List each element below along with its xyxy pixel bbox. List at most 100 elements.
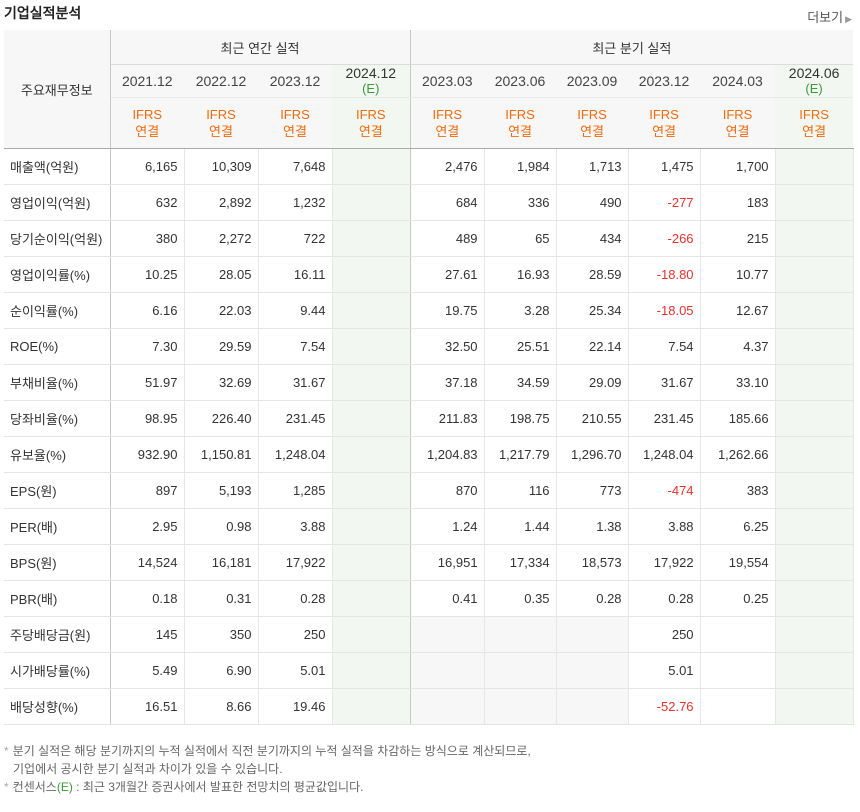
ifrs-basis-header: IFRS 연결	[258, 97, 332, 149]
consolidated-label: 연결	[435, 124, 460, 139]
value-cell	[775, 472, 854, 509]
value-cell	[410, 652, 485, 689]
value-cell: 116	[484, 472, 557, 509]
value-cell	[332, 148, 411, 185]
footnote-2: * 컨센서스(E) : 최근 3개월간 증권사에서 발표한 전망치의 평균값입니다…	[4, 780, 364, 794]
period-header: 2023.06	[484, 64, 557, 98]
value-cell	[775, 688, 854, 725]
value-cell: 185.66	[700, 400, 776, 437]
value-cell: 10.25	[110, 256, 185, 293]
value-cell: 17,922	[258, 544, 333, 581]
ifrs-label: IFRS	[355, 107, 386, 122]
value-cell: 684	[410, 184, 485, 221]
value-cell: 183	[700, 184, 776, 221]
table-row: PER(배) 2.95 0.98 3.88 1.24 1.44 1.38 3.88 6.25	[4, 508, 854, 545]
value-cell	[700, 652, 776, 689]
period-date: 2024.12	[345, 65, 397, 81]
financial-summary-table: 주요재무정보 최근 연간 실적 최근 분기 실적 2021.12 2022.12 2…	[4, 30, 854, 725]
value-cell: 10.77	[700, 256, 776, 293]
value-cell: 6.16	[110, 292, 185, 329]
value-cell	[775, 436, 854, 473]
value-cell: 434	[556, 220, 629, 257]
value-cell: 7.54	[258, 328, 333, 365]
value-cell: 51.97	[110, 364, 185, 401]
value-cell	[332, 256, 411, 293]
value-cell: 19.46	[258, 688, 333, 725]
value-cell: -474	[628, 472, 701, 509]
value-cell: 0.98	[184, 508, 259, 545]
value-cell: 231.45	[258, 400, 333, 437]
value-cell: 383	[700, 472, 776, 509]
value-cell: 380	[110, 220, 185, 257]
value-cell: 1,248.04	[628, 436, 701, 473]
row-label: 당좌비율(%)	[4, 400, 111, 437]
value-cell: 5.01	[628, 652, 701, 689]
row-label: 시가배당률(%)	[4, 652, 111, 689]
value-cell: 1,150.81	[184, 436, 259, 473]
row-label: 매출액(억원)	[4, 148, 111, 185]
row-label: 부채비율(%)	[4, 364, 111, 401]
row-label: EPS(원)	[4, 472, 111, 509]
row-label: PBR(배)	[4, 580, 111, 617]
table-row: 주당배당금(원) 145 350 250 250	[4, 616, 854, 653]
value-cell: 250	[628, 616, 701, 653]
value-cell: 198.75	[484, 400, 557, 437]
value-cell	[775, 616, 854, 653]
value-cell	[332, 220, 411, 257]
value-cell: 2,272	[184, 220, 259, 257]
value-cell	[332, 400, 411, 437]
row-label: 영업이익(억원)	[4, 184, 111, 221]
period-header: 2023.12	[628, 64, 701, 98]
footnote-1-cont: 기업에서 공시한 분기 실적과 차이가 있을 수 있습니다.	[13, 762, 283, 776]
consolidated-label: 연결	[652, 124, 676, 139]
value-cell	[332, 616, 411, 653]
value-cell	[332, 292, 411, 329]
value-cell: -18.05	[628, 292, 701, 329]
footnotes: * 분기 실적은 해당 분기까지의 누적 실적에서 직전 분기까지의 누적 실적을…	[4, 742, 531, 796]
value-cell: 6.90	[184, 652, 259, 689]
period-header: 2024.06 (E)	[775, 64, 854, 98]
value-cell	[775, 328, 854, 365]
table-row: 매출액(억원) 6,165 10,309 7,648 2,476 1,984 1,713 1,…	[4, 148, 854, 185]
chevron-right-icon: ▶	[845, 14, 852, 24]
value-cell: 632	[110, 184, 185, 221]
value-cell: 25.34	[556, 292, 629, 329]
row-label: BPS(원)	[4, 544, 111, 581]
value-cell: 0.28	[628, 580, 701, 617]
label-column-header: 주요재무정보	[4, 30, 111, 149]
ifrs-basis-header: IFRS 연결	[556, 97, 629, 149]
value-cell: 7.30	[110, 328, 185, 365]
value-cell: 31.67	[258, 364, 333, 401]
value-cell	[484, 688, 557, 725]
value-cell: 37.18	[410, 364, 485, 401]
value-cell: 2,892	[184, 184, 259, 221]
value-cell	[484, 616, 557, 653]
ifrs-label: IFRS	[577, 107, 607, 122]
value-cell	[332, 184, 411, 221]
value-cell: 1.24	[410, 508, 485, 545]
value-cell: 1,204.83	[410, 436, 485, 473]
value-cell: 773	[556, 472, 629, 509]
consolidated-label: 연결	[358, 124, 383, 139]
more-link[interactable]: 더보기 ▶	[807, 7, 852, 26]
value-cell: 7,648	[258, 148, 333, 185]
value-cell: 27.61	[410, 256, 485, 293]
value-cell: 18,573	[556, 544, 629, 581]
value-cell: 12.67	[700, 292, 776, 329]
value-cell: 3.88	[628, 508, 701, 545]
period-header: 2023.03	[410, 64, 485, 98]
value-cell: 722	[258, 220, 333, 257]
value-cell: 32.69	[184, 364, 259, 401]
ifrs-basis-header: IFRS 연결	[775, 97, 854, 149]
value-cell: 6.25	[700, 508, 776, 545]
value-cell: 25.51	[484, 328, 557, 365]
value-cell: 29.09	[556, 364, 629, 401]
value-cell: -277	[628, 184, 701, 221]
value-cell: 6,165	[110, 148, 185, 185]
table-row: 당기순이익(억원) 380 2,272 722 489 65 434 -266 215	[4, 220, 854, 257]
value-cell: 65	[484, 220, 557, 257]
value-cell	[775, 652, 854, 689]
row-label: 배당성향(%)	[4, 688, 111, 725]
consolidated-label: 연결	[209, 124, 233, 139]
value-cell: 28.05	[184, 256, 259, 293]
